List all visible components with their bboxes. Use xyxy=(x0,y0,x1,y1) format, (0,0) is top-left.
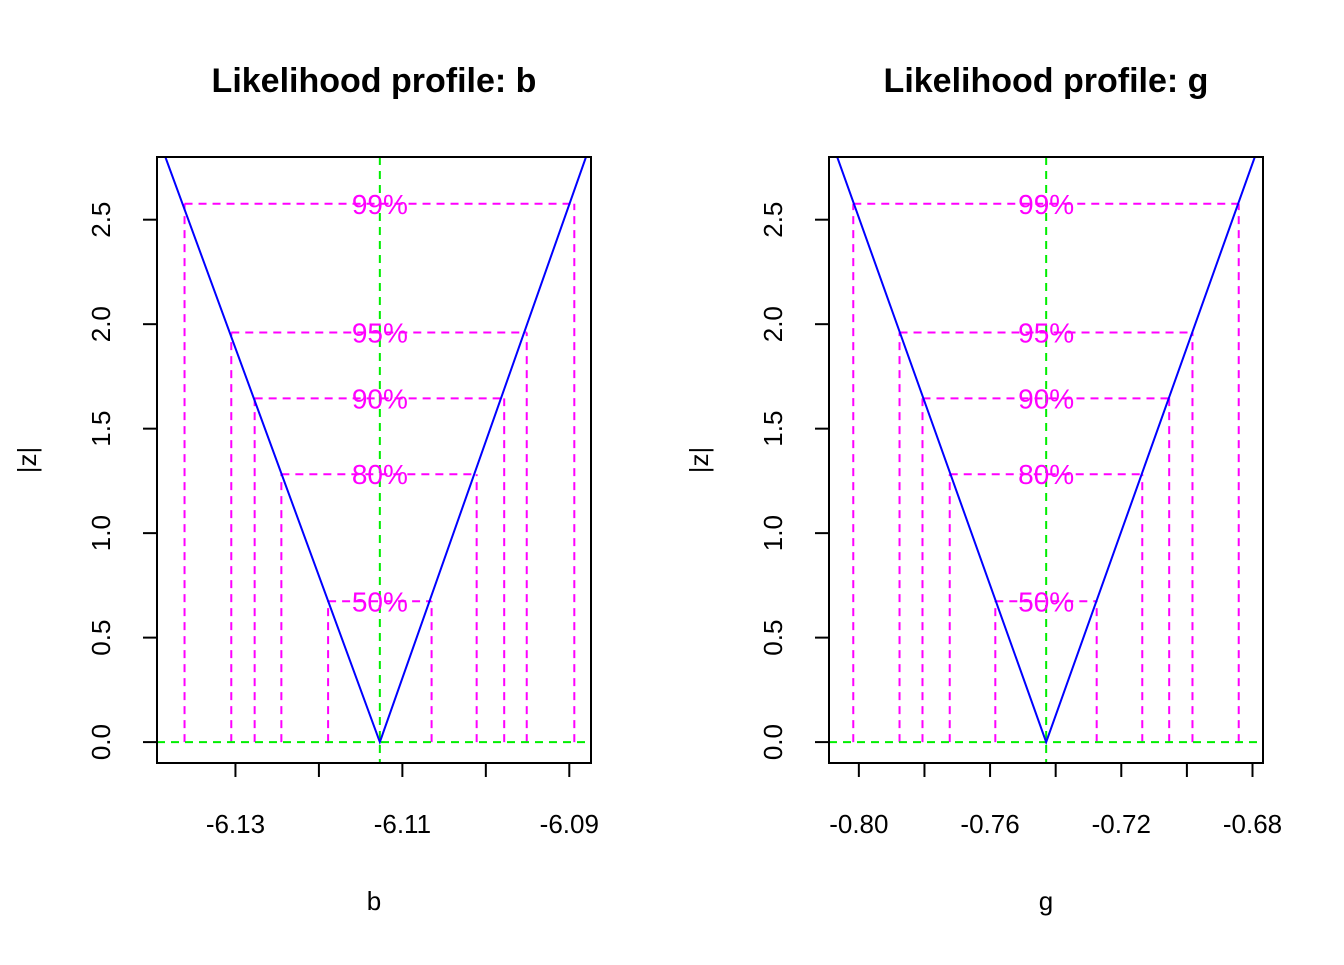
panel-title: Likelihood profile: g xyxy=(884,62,1209,100)
x-tick-label: -0.72 xyxy=(1092,809,1151,839)
level-label: 95% xyxy=(352,318,408,349)
x-axis-label: g xyxy=(1039,886,1053,916)
y-tick-label: 0.0 xyxy=(758,724,788,760)
y-tick-label: 2.5 xyxy=(86,202,116,238)
y-tick-label: 2.5 xyxy=(758,202,788,238)
x-tick-label: -0.68 xyxy=(1223,809,1282,839)
plot-area: 50% 80% 90% 95% 99% xyxy=(829,157,1263,763)
y-tick-label: 1.5 xyxy=(758,411,788,447)
y-tick-label: 1.0 xyxy=(758,515,788,551)
level-label: 80% xyxy=(1018,459,1074,490)
level-label: 50% xyxy=(352,586,408,617)
profile-line xyxy=(164,157,587,746)
y-tick-label: 0.5 xyxy=(86,620,116,656)
level-label: 50% xyxy=(1018,586,1074,617)
level-label: 95% xyxy=(1018,318,1074,349)
x-tick-label: -0.76 xyxy=(960,809,1019,839)
level-label: 90% xyxy=(1018,383,1074,414)
level-label: 99% xyxy=(1018,189,1074,220)
x-axis-label: b xyxy=(367,886,381,916)
panel-title: Likelihood profile: b xyxy=(212,62,537,100)
panel-b: Likelihood profile: b b |z| 50% 80% 90% 95%… xyxy=(12,62,599,916)
x-tick-label: -6.09 xyxy=(540,809,599,839)
y-tick-label: 1.5 xyxy=(86,411,116,447)
x-tick-label: -0.80 xyxy=(829,809,888,839)
y-tick-label: 0.0 xyxy=(86,724,116,760)
x-tick-label: -6.13 xyxy=(206,809,265,839)
y-tick-label: 0.5 xyxy=(758,620,788,656)
level-label: 99% xyxy=(352,189,408,220)
y-tick-label: 2.0 xyxy=(86,306,116,342)
profile-line xyxy=(836,157,1256,746)
plot-area: 50% 80% 90% 95% 99% xyxy=(157,157,591,763)
y-tick-label: 2.0 xyxy=(758,306,788,342)
panel-g: Likelihood profile: g g |z| 50% 80% 90% 95%… xyxy=(684,62,1282,916)
y-axis-label: |z| xyxy=(12,447,42,474)
x-tick-label: -6.11 xyxy=(374,809,431,839)
y-tick-label: 1.0 xyxy=(86,515,116,551)
level-label: 80% xyxy=(352,459,408,490)
level-label: 90% xyxy=(352,383,408,414)
y-axis-label: |z| xyxy=(684,447,714,474)
